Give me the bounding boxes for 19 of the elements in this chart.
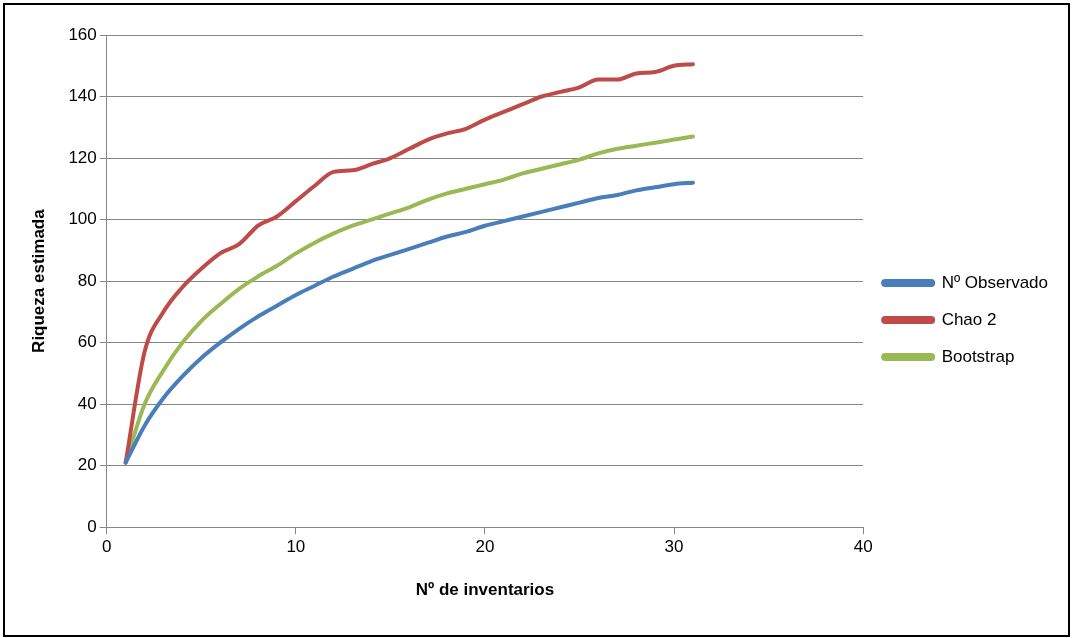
y-tick-label: 0 [87,516,97,536]
x-tick-label: 30 [664,537,684,557]
y-tick-label: 140 [68,86,97,106]
x-axis-title: Nº de inventarios [415,580,555,600]
x-tick-label: 10 [286,537,306,557]
y-tick-label: 40 [77,393,97,413]
y-tick-label: 60 [77,332,97,352]
legend-label: Bootstrap [941,346,1015,366]
y-tick-label: 20 [77,455,97,475]
y-tick-label: 120 [68,147,97,167]
legend-label: Chao 2 [941,309,997,329]
y-tick-label: 160 [68,24,97,44]
x-tick-label: 0 [102,537,112,557]
x-tick-label: 40 [853,537,873,557]
x-tick-label: 20 [475,537,495,557]
y-axis-title: Riqueza estimada [28,208,48,353]
y-tick-label: 100 [68,209,97,229]
y-tick-label: 80 [77,270,97,290]
legend-label: Nº Observado [941,272,1049,292]
